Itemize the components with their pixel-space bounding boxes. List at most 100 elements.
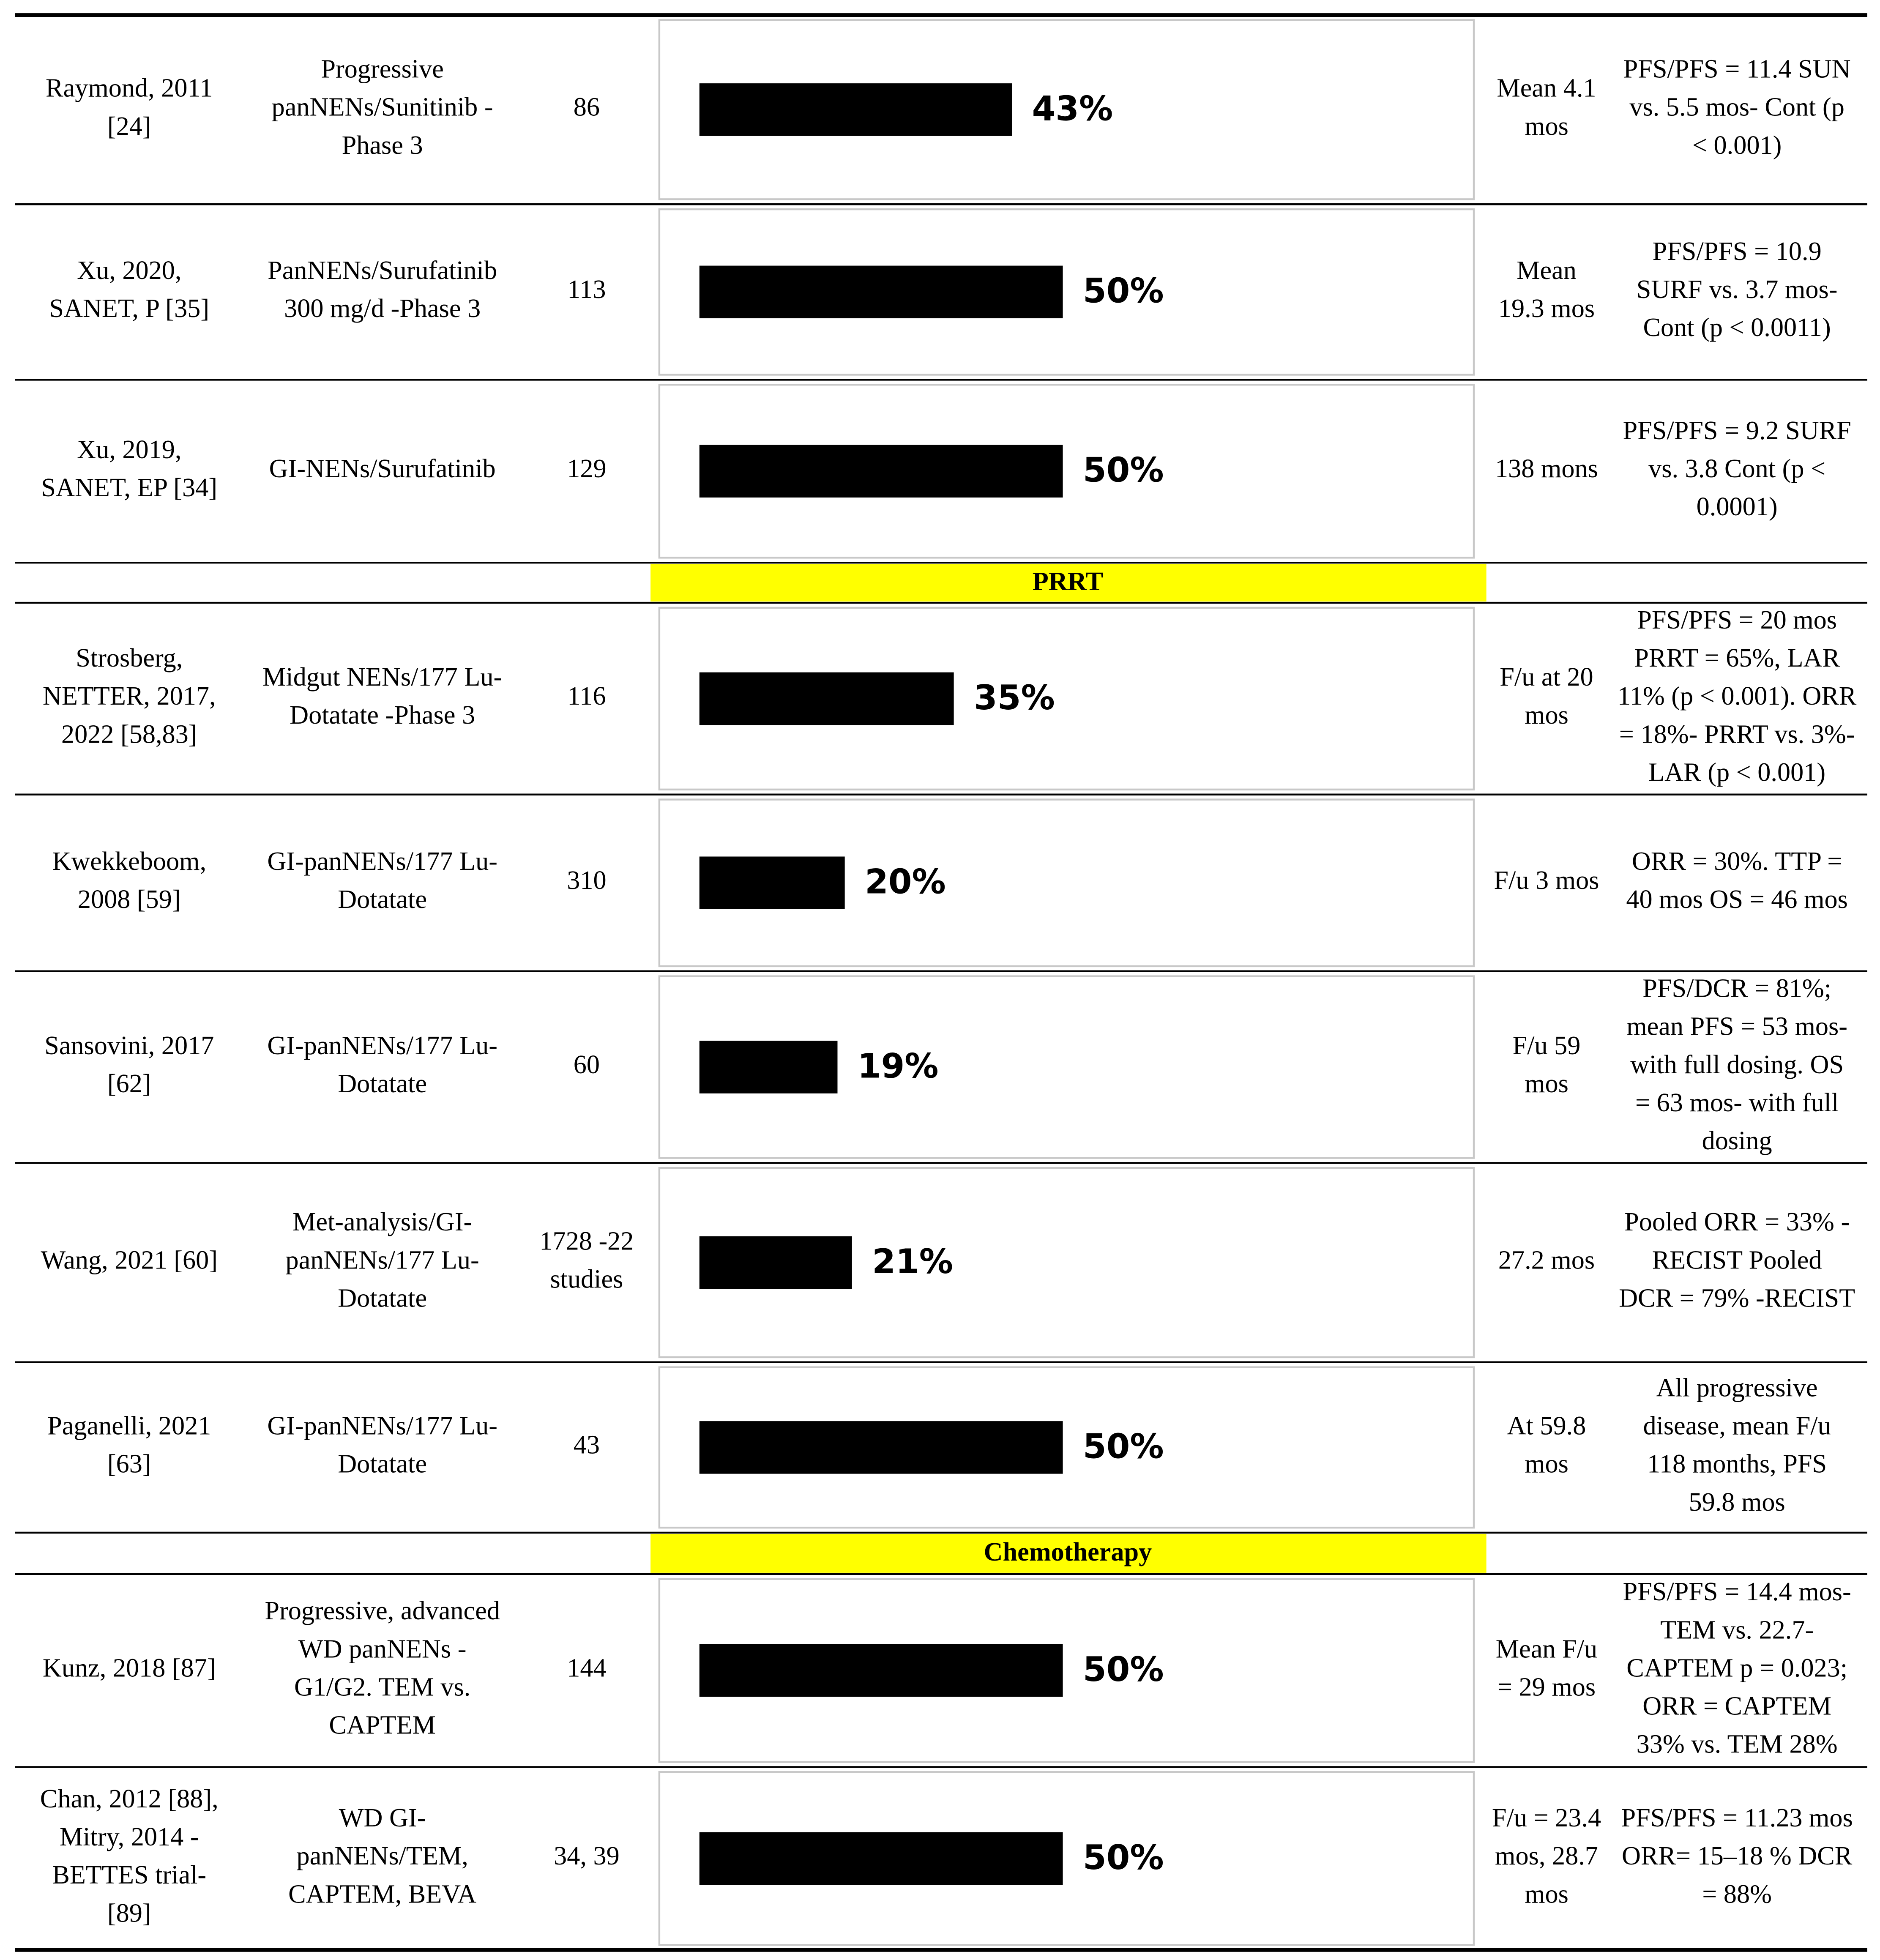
bar-frame [658,1578,1475,1763]
n-text: 60 [574,1050,600,1079]
bar-label: 50% [1083,1650,1164,1689]
author-text: SANET, EP [34] [41,473,217,502]
outcome-text: CAPTEM p = 0.023; [1626,1654,1847,1682]
followup-text: At 59.8 [1507,1412,1586,1441]
design-text: CAPTEM [329,1711,435,1740]
author-text: BETTES trial- [52,1861,206,1889]
design-text: Phase 3 [342,131,423,160]
design-text: Dotatate [338,1284,427,1312]
followup-text: mos [1525,1069,1568,1098]
design-text: Progressive, advanced [265,1596,500,1625]
outcome-text: PFS/PFS = 14.4 mos- [1623,1577,1851,1606]
outcome-text: PFS/DCR = 81%; [1642,974,1831,1003]
author-text: Xu, 2020, [77,256,181,285]
followup-text: 27.2 mos [1498,1246,1595,1274]
bar-label: 19% [858,1046,939,1085]
outcome-text: PFS/PFS = 20 mos [1637,606,1837,634]
followup-text: mos [1525,1880,1568,1908]
followup-text: mos [1525,1450,1568,1479]
outcome-text: PFS/PFS = 9.2 SURF [1623,416,1851,445]
outcome-text: PFS/PFS = 11.4 SUN [1623,55,1851,84]
bar-frame [658,1771,1475,1946]
author-text: Xu, 2019, [77,435,181,464]
bar-frame [658,607,1475,791]
design-text: panNENs/177 Lu- [286,1246,479,1274]
outcome-text: DCR = 79% -RECIST [1619,1284,1855,1312]
author-text: Kunz, 2018 [87] [43,1654,216,1682]
author-text: Wang, 2021 [60] [41,1246,218,1274]
outcome-text: 0.0001) [1697,492,1778,521]
design-text: Dotatate [338,1450,427,1479]
outcome-text: LAR (p < 0.001) [1648,758,1825,787]
design-text: WD panNENs - [298,1635,467,1663]
n-text: 144 [567,1654,606,1682]
design-text: G1/G2. TEM vs. [294,1673,470,1701]
n-text: 113 [567,275,606,304]
author-text: Strosberg, [76,644,183,672]
section-band [650,564,1487,602]
bar [699,265,1063,319]
author-text: Paganelli, 2021 [47,1412,211,1441]
outcome-text: disease, mean F/u [1643,1412,1831,1441]
section-band [650,1534,1487,1573]
design-text: GI-panNENs/177 Lu- [267,847,497,876]
design-text: CAPTEM, BEVA [288,1880,476,1908]
bar-frame [658,1366,1475,1529]
bar-frame [658,1167,1475,1359]
n-text: 310 [567,866,606,895]
outcome-text: dosing [1702,1126,1772,1155]
outcome-text: = 88% [1702,1880,1772,1908]
section-heading: PRRT [1033,567,1103,596]
bar-label: 35% [974,678,1055,717]
followup-text: mos, 28.7 [1495,1842,1598,1870]
author-text: Mitry, 2014 - [60,1823,199,1851]
outcome-text: mean PFS = 53 mos- [1626,1012,1847,1041]
author-text: [62] [107,1069,151,1098]
followup-text: 138 mons [1495,454,1598,483]
followup-text: F/u = 23.4 [1492,1804,1601,1832]
author-text: 2008 [59] [78,885,181,914]
bar-label: 20% [865,862,946,902]
section-heading: Chemotherapy [984,1538,1152,1566]
outcome-text: RECIST Pooled [1652,1246,1822,1274]
design-text: 300 mg/d -Phase 3 [284,294,481,323]
bar [699,672,954,725]
followup-text: 19.3 mos [1498,294,1595,323]
bar [699,1644,1063,1697]
design-text: GI-NENs/Surufatinib [269,454,496,483]
bar-label: 50% [1083,451,1164,490]
outcome-text: TEM vs. 22.7- [1660,1616,1814,1644]
n-text: 86 [574,93,600,122]
author-text: 2022 [58,83] [61,720,197,749]
outcome-text: 59.8 mos [1689,1488,1785,1517]
followup-text: F/u 3 mos [1494,866,1599,895]
bar-frame [658,383,1475,559]
outcome-text: 118 months, PFS [1647,1450,1827,1479]
author-text: SANET, P [35] [49,294,209,323]
outcome-text: PRRT = 65%, LAR [1634,644,1840,672]
outcome-text: PFS/PFS = 11.23 mos [1621,1804,1853,1832]
n-text: 43 [574,1431,600,1460]
followup-text: mos [1525,701,1568,730]
design-text: PanNENs/Surufatinib [268,256,497,285]
n-text: studies [550,1265,623,1293]
bar-label: 50% [1083,1838,1164,1877]
bar-frame [658,208,1475,376]
outcome-text: Pooled ORR = 33% - [1624,1208,1850,1236]
bar [699,856,845,909]
bar-frame [658,19,1475,200]
followup-text: Mean [1517,256,1577,285]
outcome-text: 11% (p < 0.001). ORR [1618,682,1857,711]
followup-text: mos [1525,112,1568,141]
design-text: panNENs/TEM, [297,1842,468,1870]
author-text: [89] [107,1899,151,1927]
author-text: Kwekkeboom, [52,847,206,876]
outcome-text: = 18%- PRRT vs. 3%- [1619,720,1855,749]
design-text: Met-analysis/GI- [292,1208,472,1236]
design-text: Dotatate [338,885,427,914]
outcome-text: ORR= 15–18 % DCR [1622,1842,1853,1870]
outcome-text: 40 mos OS = 46 mos [1626,885,1848,914]
outcome-text: vs. 3.8 Cont (p < [1648,454,1825,483]
followup-text: = 29 mos [1497,1673,1596,1701]
